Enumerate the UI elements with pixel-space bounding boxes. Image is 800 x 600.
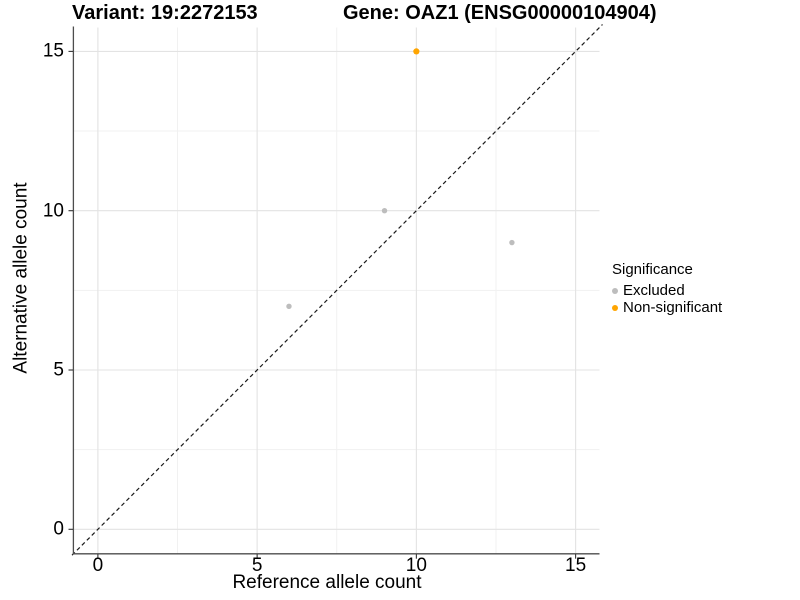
y-tick-label: 15 [42,40,64,62]
non-significant-swatch-icon [612,304,618,311]
plot-title-variant: Variant: 19:2272153 [72,2,258,24]
x-axis-label: Reference allele count [232,572,422,593]
point-excluded [509,239,515,246]
legend-item-excluded: Excluded [612,282,722,299]
plot-title-gene: Gene: OAZ1 (ENSG00000104904) [343,2,657,24]
legend-item-label: Non-significant [623,299,723,316]
y-tick-label: 10 [42,200,64,222]
point-excluded [286,303,292,309]
x-tick-label: 5 [251,555,263,576]
point-excluded [381,207,388,214]
y-tick-label: 5 [53,359,64,381]
point-non-significant [413,48,420,55]
x-tick-label: 15 [565,555,587,576]
legend-item-label: Excluded [623,282,685,299]
x-tick-label: 0 [92,555,104,576]
legend-title: Significance [612,261,693,278]
legend-item-non-significant: Non-significant [612,299,722,316]
x-tick-label: 10 [405,555,427,576]
legend: Significance Excluded Non-significant [612,261,722,316]
y-tick-label: 0 [53,518,64,540]
identity-line [71,24,603,556]
excluded-swatch-icon [612,287,618,294]
